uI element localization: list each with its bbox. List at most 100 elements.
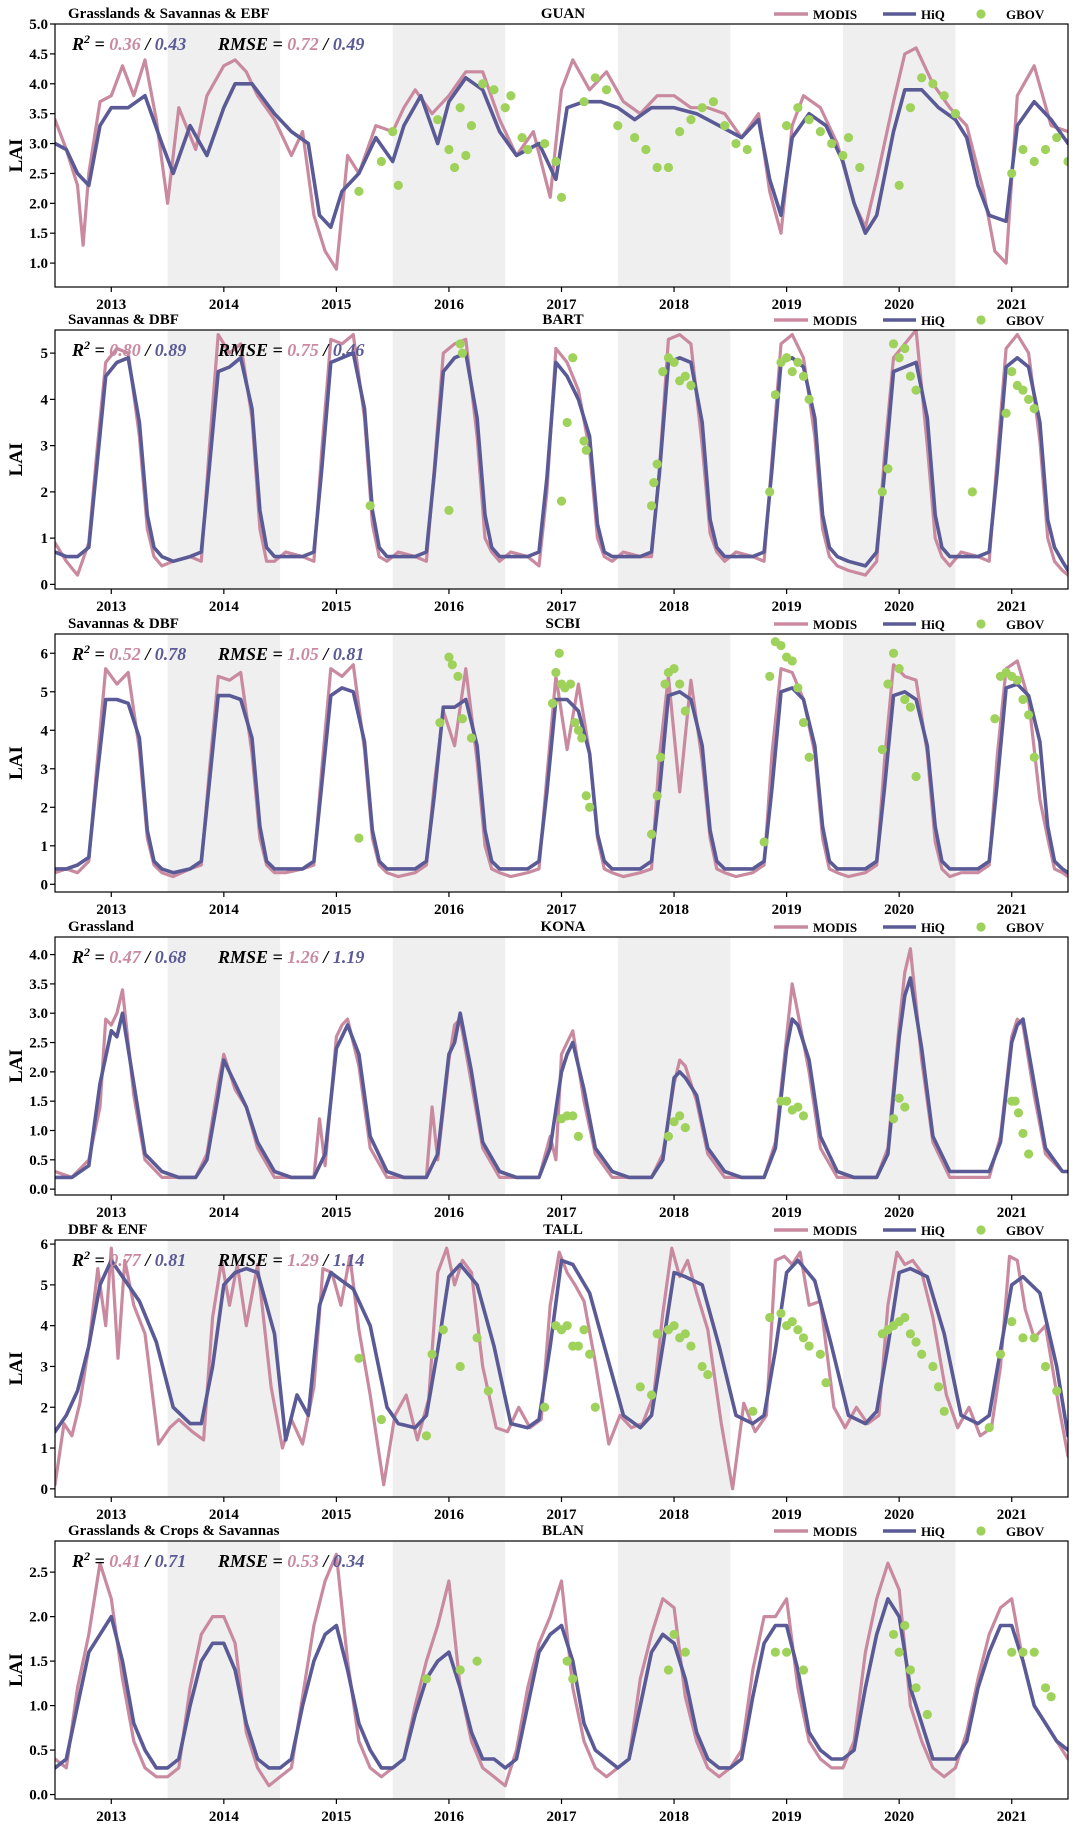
gbov-point — [585, 1349, 595, 1359]
gbov-points — [421, 1620, 1056, 1720]
gbov-point — [686, 380, 696, 391]
gbov-point — [585, 802, 595, 812]
gbov-point — [1018, 1128, 1028, 1139]
gbov-point — [444, 144, 454, 155]
gbov-point — [663, 162, 674, 173]
gbov-point — [641, 144, 651, 155]
gbov-point — [697, 1361, 707, 1372]
panel-guan: 1.0 1.5 2.0 2.5 3.0 3.5 4.0 4.5 5.0 2013 2014 2015 2… — [6, 6, 1069, 313]
gbov-point — [590, 1402, 600, 1412]
x-tick-label: 2017 — [547, 297, 578, 313]
r2-stats: R2 = 0.36 / 0.43 — [71, 32, 186, 54]
y-tick-label: 4 — [41, 723, 49, 739]
x-tick-label: 2015 — [321, 599, 351, 615]
gbov-point — [793, 103, 803, 113]
x-tick-label: 2020 — [884, 1205, 914, 1221]
x-tick-label: 2018 — [659, 297, 689, 313]
land-cover-label: Grasslands & Crops & Savannas — [68, 1523, 280, 1539]
gbov-point — [765, 487, 775, 497]
y-tick-label: 3.5 — [29, 107, 48, 123]
modis-line — [55, 1246, 1068, 1491]
gbov-point — [939, 1406, 949, 1416]
gbov-point — [703, 1370, 713, 1380]
x-tick-label: 2021 — [997, 902, 1027, 918]
gbov-point — [489, 85, 499, 95]
gbov-point — [1018, 1333, 1028, 1343]
gbov-point — [900, 1312, 910, 1323]
gbov-point — [855, 162, 865, 173]
hiq-line — [55, 1597, 1068, 1770]
gbov-point — [652, 459, 662, 469]
gbov-point — [354, 186, 364, 196]
gbov-point — [821, 1378, 831, 1388]
hiq-line — [55, 1258, 1068, 1442]
legend: MODIS HiQ GBOV — [774, 617, 1045, 632]
legend-gbov-swatch — [976, 315, 986, 325]
gbov-point — [540, 138, 550, 149]
gbov-point — [787, 367, 797, 377]
gbov-point — [787, 656, 797, 666]
gbov-point — [894, 664, 904, 674]
panel-bart: 0 1 2 3 4 5 2013 2014 2015 2016 2017 2018 2019 2020 20… — [6, 312, 1069, 615]
gbov-point — [562, 1321, 572, 1331]
y-tick-label: 0 — [41, 1482, 49, 1498]
gbov-point — [680, 1329, 690, 1339]
y-tick-label: 2 — [41, 800, 49, 816]
y-tick-label: 1.0 — [29, 256, 48, 272]
y-tick-label: 3 — [41, 439, 49, 455]
gbov-point — [554, 648, 564, 658]
y-tick-label: 3 — [41, 1359, 49, 1375]
r2-stats: R2 = 0.47 / 0.68 — [71, 945, 186, 967]
y-tick-label: 0 — [41, 577, 49, 593]
gbov-point — [827, 138, 837, 149]
gbov-point — [1024, 710, 1034, 720]
x-tick-label: 2018 — [659, 599, 689, 615]
rmse-stats: RMSE = 0.75 / 0.46 — [217, 340, 364, 360]
legend-gbov-swatch — [976, 1225, 986, 1235]
gbov-point — [646, 829, 657, 839]
station-title: GUAN — [541, 6, 585, 22]
y-tick-label: 4.0 — [29, 948, 48, 964]
x-tick-label: 2016 — [434, 599, 465, 615]
gbov-point — [455, 339, 465, 349]
y-axis-label: LAI — [6, 1352, 27, 1386]
gbov-point — [444, 652, 454, 662]
gbov-point — [646, 1390, 657, 1400]
gbov-point — [765, 1312, 775, 1323]
gbov-point — [686, 115, 696, 125]
gbov-point — [669, 1117, 679, 1127]
gbov-point — [939, 91, 949, 101]
rmse-stats: RMSE = 1.26 / 1.19 — [217, 947, 364, 967]
x-tick-label: 2018 — [659, 902, 689, 918]
y-tick-label: 5.0 — [29, 17, 48, 33]
x-tick-label: 2013 — [96, 1205, 126, 1221]
gbov-point — [905, 702, 916, 712]
y-tick-label: 0.0 — [29, 1182, 48, 1198]
x-tick-label: 2020 — [884, 1507, 914, 1523]
legend: MODIS HiQ GBOV — [774, 313, 1045, 328]
y-tick-label: 4.0 — [29, 77, 48, 93]
gbov-point — [573, 1131, 583, 1141]
gbov-point — [506, 91, 516, 101]
y-axis-label: LAI — [6, 1653, 27, 1687]
gbov-point — [663, 1131, 674, 1141]
gbov-point — [776, 1308, 786, 1319]
gbov-point — [804, 752, 814, 762]
gbov-point — [911, 771, 921, 782]
x-tick-label: 2017 — [547, 902, 578, 918]
gbov-point — [905, 1665, 916, 1675]
legend-modis-label: MODIS — [813, 313, 857, 328]
gbov-point — [675, 1111, 685, 1121]
legend-modis-label: MODIS — [813, 1223, 857, 1238]
x-tick-label: 2016 — [434, 1809, 465, 1825]
x-tick-label: 2015 — [321, 902, 351, 918]
legend-gbov-label: GBOV — [1006, 1223, 1045, 1238]
gbov-point — [905, 103, 916, 113]
y-tick-label: 3 — [41, 762, 49, 778]
legend-gbov-swatch — [976, 619, 986, 629]
gbov-point — [1063, 156, 1068, 167]
gbov-point — [449, 162, 460, 173]
shaded-year-2014 — [167, 330, 281, 589]
gbov-point — [984, 1423, 994, 1433]
